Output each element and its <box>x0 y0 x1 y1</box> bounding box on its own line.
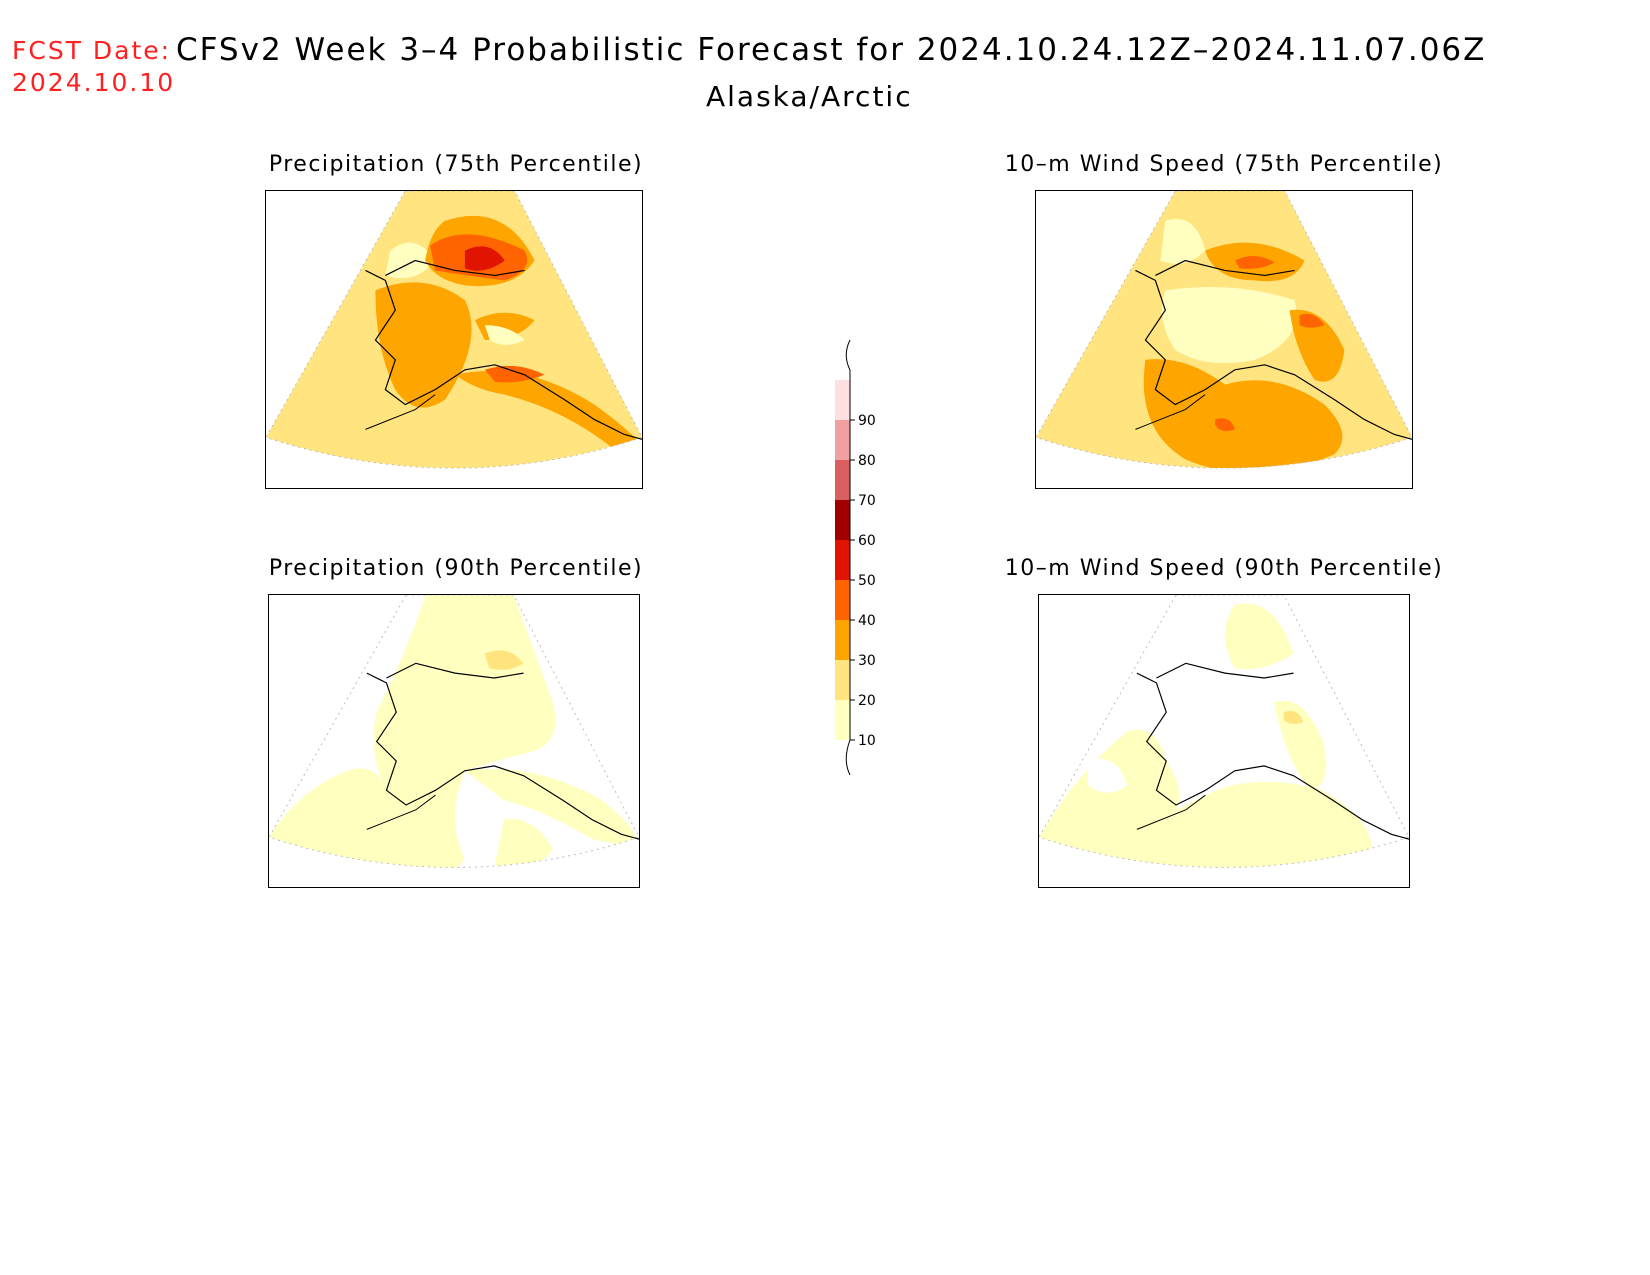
map-wind-75 <box>1036 191 1412 469</box>
main-title: CFSv2 Week 3–4 Probabilistic Forecast fo… <box>176 32 1487 68</box>
legend-swatch <box>835 660 850 700</box>
legend-label: 90 <box>858 413 876 429</box>
map-wind-90 <box>1039 595 1409 868</box>
legend-swatch <box>835 700 850 740</box>
legend-swatch <box>835 580 850 620</box>
region-title: Alaska/Arctic <box>706 80 913 113</box>
map-precip-90 <box>269 595 639 868</box>
legend-label: 60 <box>858 533 876 549</box>
legend-top-cap <box>845 339 851 380</box>
legend-label: 40 <box>858 613 876 629</box>
legend-label: 50 <box>858 573 876 589</box>
legend-swatch <box>835 620 850 660</box>
color-legend-bar: 10 20 30 40 50 60 70 80 90 <box>835 339 876 776</box>
legend-label: 10 <box>858 733 876 749</box>
map-panel-wind-90 <box>1038 594 1410 888</box>
map-panel-precip-75 <box>265 190 643 489</box>
map-precip-75 <box>266 191 642 469</box>
legend-swatch <box>835 540 850 580</box>
legend-swatch <box>835 500 850 540</box>
legend-swatch <box>835 380 850 420</box>
panel-title-precip-75: Precipitation (75th Percentile) <box>268 152 644 177</box>
forecast-date-label: FCST Date: <box>12 36 172 65</box>
map-panel-precip-90 <box>268 594 640 888</box>
map-panel-wind-75 <box>1035 190 1413 489</box>
panel-title-precip-90: Precipitation (90th Percentile) <box>268 556 644 581</box>
legend-label: 80 <box>858 453 876 469</box>
legend-swatch <box>835 420 850 460</box>
panel-title-wind-75: 10–m Wind Speed (75th Percentile) <box>1004 152 1444 177</box>
panel-title-wind-90: 10–m Wind Speed (90th Percentile) <box>1004 556 1444 581</box>
forecast-date-value: 2024.10.10 <box>12 68 176 97</box>
legend-label: 20 <box>858 693 876 709</box>
legend-swatch <box>835 460 850 500</box>
legend-label: 30 <box>858 653 876 669</box>
color-legend: 10 20 30 40 50 60 70 80 90 <box>820 330 900 776</box>
legend-label: 70 <box>858 493 876 509</box>
